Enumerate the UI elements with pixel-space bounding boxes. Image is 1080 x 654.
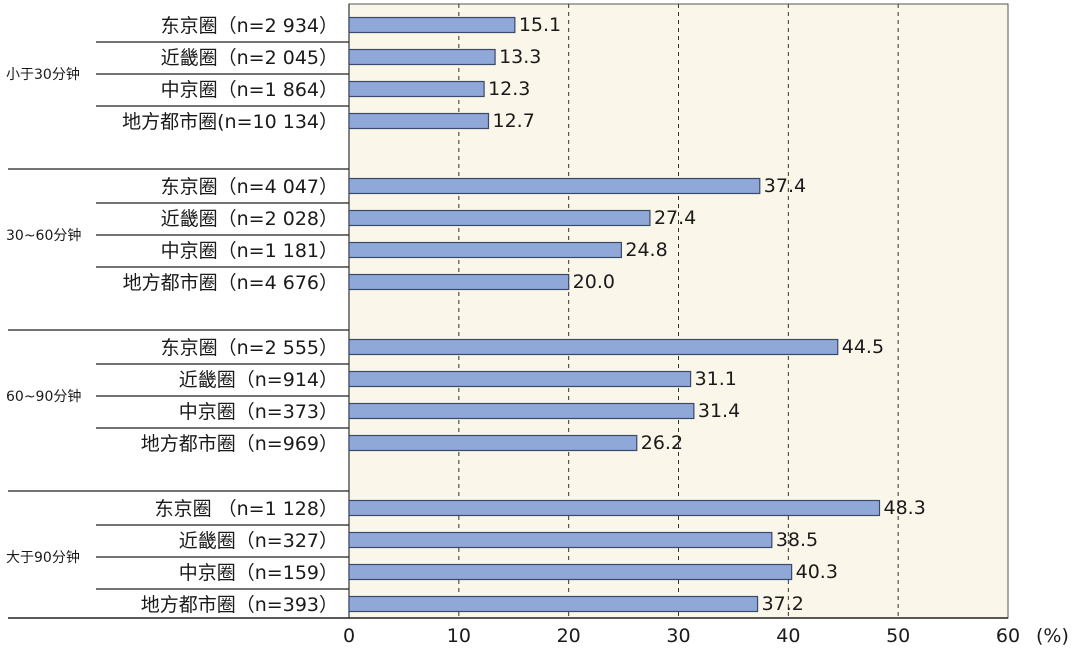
- value-label: 13.3: [499, 46, 541, 68]
- bar: [348, 499, 881, 517]
- bar: [348, 338, 839, 356]
- category-label: 地方都市圈（n=969）: [141, 433, 338, 455]
- x-tick-label: 60: [996, 625, 1020, 647]
- value-label: 40.3: [796, 561, 838, 583]
- bar: [348, 273, 570, 291]
- x-tick-label: 30: [666, 625, 690, 647]
- bar: [348, 370, 692, 388]
- value-label: 27.4: [654, 207, 696, 229]
- group-label: 30~60分钟: [6, 227, 81, 244]
- x-tick-label: 20: [557, 625, 581, 647]
- bar: [348, 80, 485, 98]
- value-label: 31.4: [698, 400, 740, 422]
- bar: [348, 595, 759, 613]
- category-label: 中京圈（n=1 864）: [161, 79, 338, 101]
- category-label: 中京圈（n=373）: [179, 401, 338, 423]
- bar: [348, 209, 651, 227]
- x-tick-label: 50: [886, 625, 910, 647]
- bar: [348, 177, 761, 195]
- value-label: 12.3: [488, 78, 530, 100]
- category-label: 东京圈（n=4 047）: [161, 176, 338, 198]
- category-label: 地方都市圈(n=10 134）: [122, 111, 338, 133]
- bar: [348, 241, 622, 259]
- x-tick-label: 10: [447, 625, 471, 647]
- bar: [348, 402, 695, 420]
- category-label: 东京圈（n=2 555）: [161, 337, 338, 359]
- group-label: 大于90分钟: [6, 549, 80, 566]
- value-label: 48.3: [883, 497, 925, 519]
- category-label: 近畿圈（n=914）: [179, 369, 338, 391]
- category-label: 东京圈（n=2 934）: [161, 15, 338, 37]
- category-label: 近畿圈（n=327）: [179, 530, 338, 552]
- bar: [348, 16, 516, 34]
- category-label: 东京圈 （n=1 128）: [155, 498, 338, 520]
- category-label: 近畿圈（n=2 045）: [161, 47, 338, 69]
- value-label: 15.1: [519, 14, 561, 36]
- category-label: 地方都市圈（n=4 676）: [123, 272, 338, 294]
- value-label: 20.0: [573, 271, 615, 293]
- value-label: 37.4: [764, 175, 806, 197]
- value-label: 37.2: [762, 593, 804, 615]
- group-label: 小于30分钟: [6, 66, 80, 83]
- bar: [348, 563, 793, 581]
- value-label: 26.2: [641, 432, 683, 454]
- value-label: 38.5: [776, 529, 818, 551]
- bar: [348, 112, 490, 130]
- group-label: 60~90分钟: [6, 388, 81, 405]
- category-label: 近畿圈（n=2 028）: [161, 208, 338, 230]
- category-label: 中京圈（n=1 181）: [161, 240, 338, 262]
- value-label: 44.5: [842, 336, 884, 358]
- value-label: 31.1: [695, 368, 737, 390]
- bar: [348, 434, 638, 452]
- bar: [348, 48, 496, 66]
- x-tick-label: 40: [776, 625, 800, 647]
- category-label: 中京圈（n=159）: [179, 562, 338, 584]
- category-label: 地方都市圈（n=393）: [141, 594, 338, 616]
- value-label: 24.8: [625, 239, 667, 261]
- value-label: 12.7: [492, 110, 534, 132]
- x-tick-label: 0: [343, 625, 355, 647]
- bar: [348, 531, 773, 549]
- x-unit-label: (%): [1036, 625, 1069, 647]
